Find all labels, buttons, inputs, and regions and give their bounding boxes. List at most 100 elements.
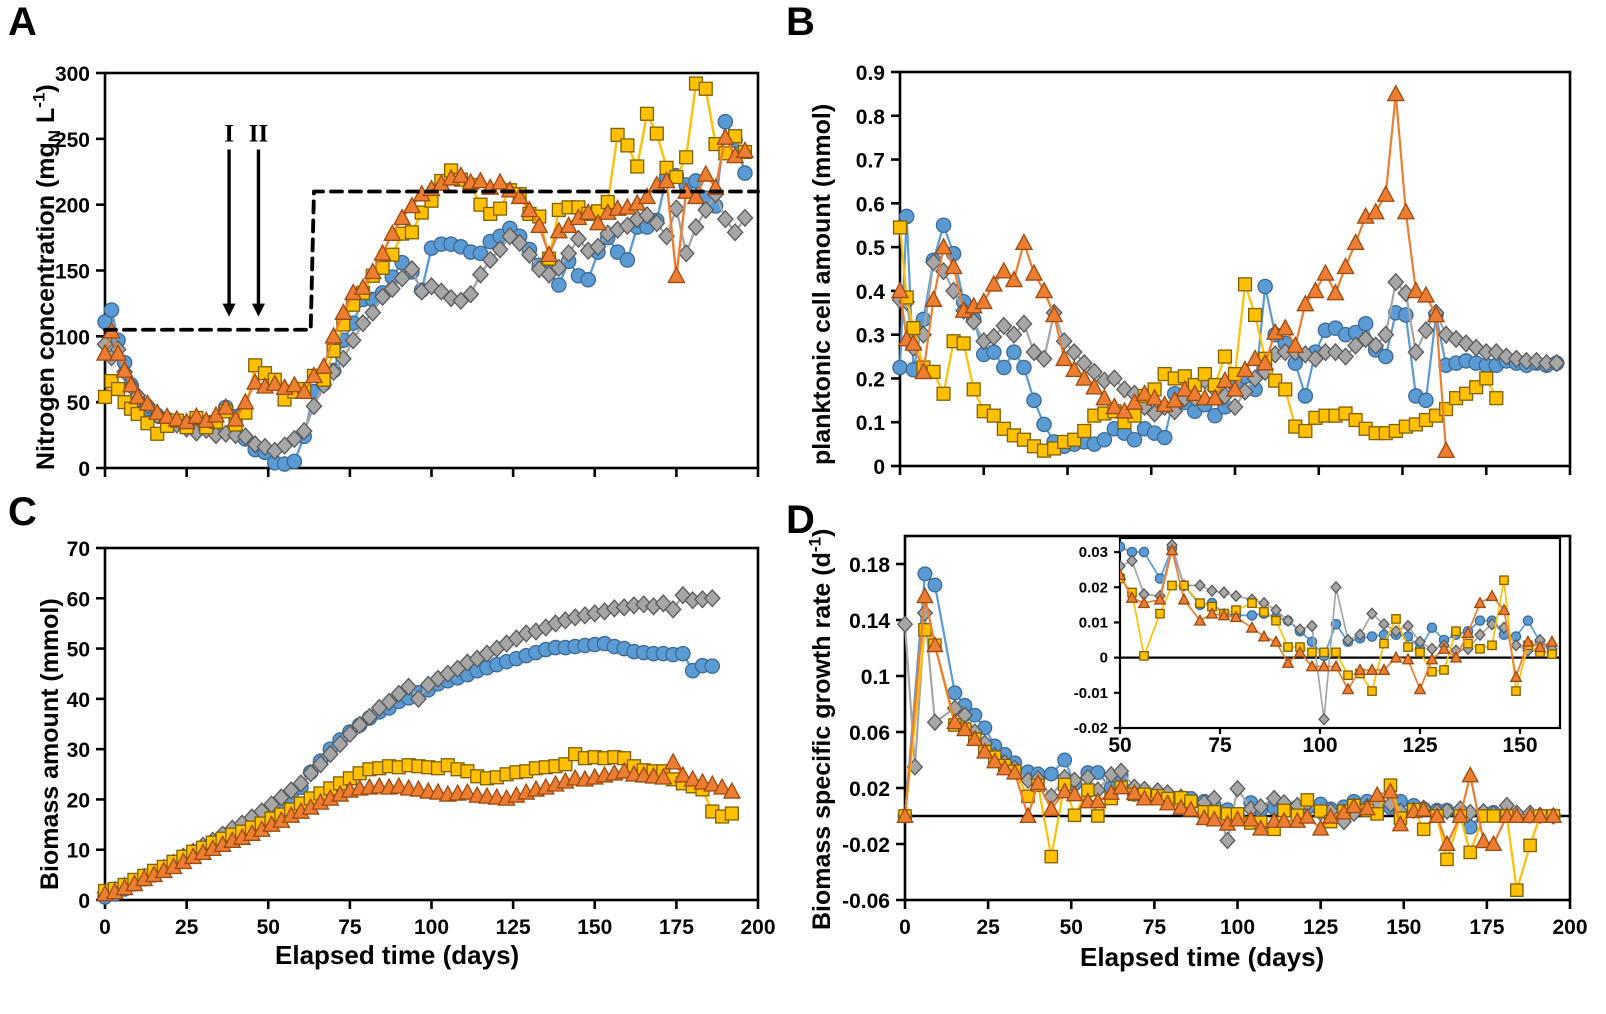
data-point xyxy=(360,707,378,727)
data-point xyxy=(698,81,713,96)
data-point xyxy=(1329,659,1343,672)
data-point xyxy=(1407,342,1425,362)
data-point xyxy=(1327,342,1344,362)
data-point xyxy=(1126,431,1143,448)
data-point xyxy=(1531,806,1549,824)
data-point xyxy=(1294,623,1306,636)
data-point xyxy=(986,344,1002,360)
panel-d: D Biomass specific growth rate (d-1) Ela… xyxy=(770,480,1606,1014)
y-tick-label: 10 xyxy=(67,840,90,863)
data-point xyxy=(187,406,206,424)
data-point xyxy=(1089,792,1107,809)
data-point xyxy=(947,685,963,701)
data-point xyxy=(1366,202,1385,220)
data-point xyxy=(1376,184,1395,202)
data-point xyxy=(1347,336,1365,355)
data-point xyxy=(1137,596,1151,609)
data-point xyxy=(1055,782,1074,799)
data-point xyxy=(110,381,126,397)
data-point xyxy=(1417,321,1435,340)
data-point xyxy=(579,202,598,220)
data-point xyxy=(1005,763,1024,780)
data-point xyxy=(1353,663,1367,675)
data-point xyxy=(1229,610,1243,623)
data-point xyxy=(996,359,1012,376)
data-point xyxy=(295,421,313,441)
data-point xyxy=(1044,849,1059,864)
data-point xyxy=(236,427,254,446)
data-point xyxy=(1242,810,1260,827)
x-tick-label: 175 xyxy=(1469,916,1504,939)
data-point xyxy=(995,759,1014,776)
series-markers-orange xyxy=(896,586,1563,852)
y-tick-label: 0.8 xyxy=(856,106,886,129)
x-tick-label: 75 xyxy=(1208,734,1232,757)
data-point xyxy=(1486,809,1501,823)
data-point xyxy=(667,199,685,218)
data-point xyxy=(451,166,471,184)
x-tick-label: 175 xyxy=(659,916,694,939)
inset-background xyxy=(1120,538,1560,728)
data-point xyxy=(722,781,742,799)
data-point xyxy=(1426,305,1446,323)
data-point xyxy=(1229,779,1246,798)
y-tick-label: -0.02 xyxy=(842,834,890,857)
x-tick-label: 150 xyxy=(1386,916,1421,939)
data-point xyxy=(892,220,908,235)
data-point xyxy=(1256,353,1275,371)
x-tick-label: 50 xyxy=(1108,734,1131,757)
data-point xyxy=(1475,643,1485,654)
data-point xyxy=(892,359,908,376)
data-point xyxy=(1175,379,1194,397)
data-point xyxy=(392,208,412,226)
data-point xyxy=(716,209,734,229)
data-point xyxy=(1019,806,1037,824)
data-point xyxy=(1195,808,1214,826)
x-tick-label: 125 xyxy=(1402,734,1437,757)
data-point xyxy=(716,127,735,145)
data-point xyxy=(1155,608,1165,619)
data-point xyxy=(1206,584,1218,598)
data-point xyxy=(675,645,691,662)
data-point xyxy=(1522,615,1534,626)
data-point xyxy=(246,372,265,390)
annotation-arrow-head xyxy=(222,303,236,317)
data-point xyxy=(926,635,944,653)
y-tick-label: 40 xyxy=(67,689,90,712)
data-point xyxy=(1125,783,1144,800)
data-point xyxy=(906,321,921,336)
data-point xyxy=(1428,806,1446,824)
data-point xyxy=(295,381,314,399)
data-point xyxy=(1125,392,1144,410)
data-point xyxy=(1391,815,1410,832)
y-tick-label: 150 xyxy=(55,261,90,284)
data-point xyxy=(1205,810,1224,827)
data-point xyxy=(1331,647,1341,658)
data-point xyxy=(914,362,933,380)
data-point xyxy=(1418,392,1434,409)
data-point xyxy=(236,392,255,410)
data-point xyxy=(400,677,418,697)
y-tick-label: 0.5 xyxy=(856,237,886,260)
data-point xyxy=(679,150,694,165)
x-tick-label: 100 xyxy=(1220,916,1255,939)
data-point xyxy=(956,336,971,351)
data-point xyxy=(103,302,120,318)
data-point xyxy=(1259,607,1269,617)
data-point xyxy=(1120,559,1126,573)
data-point xyxy=(1145,388,1164,406)
data-point xyxy=(1337,347,1355,366)
data-point xyxy=(1497,347,1515,366)
data-point xyxy=(724,806,739,821)
data-point xyxy=(580,271,596,288)
data-point xyxy=(1326,283,1345,301)
x-tick-label: 125 xyxy=(1303,916,1338,939)
data-point xyxy=(1207,407,1223,424)
y-tick-label: 0.01 xyxy=(1079,614,1108,631)
data-point xyxy=(520,245,538,264)
data-point xyxy=(314,356,333,374)
data-point xyxy=(341,724,359,744)
data-point xyxy=(637,187,657,205)
data-point xyxy=(1358,799,1376,816)
panel-c-plot: 0 25 50 75 100 125 150 175 200 0 10 20 30 40 50 60 70 xyxy=(67,538,776,939)
